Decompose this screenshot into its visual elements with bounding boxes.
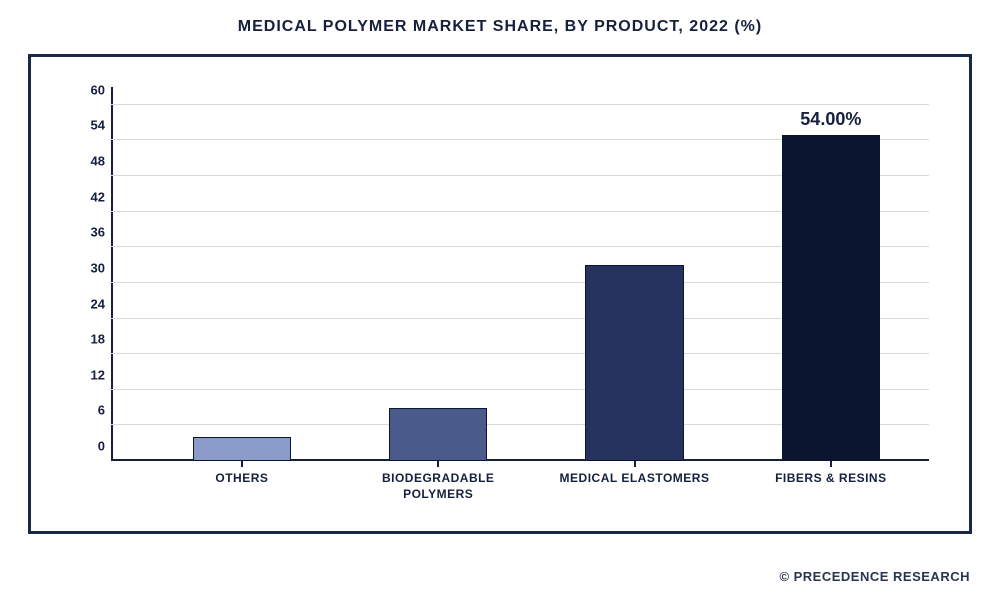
attribution-text: © PRECEDENCE RESEARCH — [779, 569, 970, 584]
bar: 54.00% — [782, 135, 880, 462]
grid-line — [111, 104, 929, 105]
y-tick-label: 30 — [71, 260, 105, 275]
bar — [585, 265, 683, 461]
y-tick-label: 54 — [71, 118, 105, 133]
plot-area: 06121824303642485460OTHERSBIODEGRADABLE … — [111, 87, 929, 461]
y-tick-label: 24 — [71, 296, 105, 311]
chart-title: MEDICAL POLYMER MARKET SHARE, BY PRODUCT… — [28, 18, 972, 36]
bar — [193, 437, 291, 461]
y-tick-label: 6 — [71, 403, 105, 418]
y-tick-label: 48 — [71, 154, 105, 169]
y-tick-label: 42 — [71, 189, 105, 204]
bar-value-label: 54.00% — [800, 109, 861, 130]
y-axis-line — [111, 87, 113, 461]
y-tick-label: 36 — [71, 225, 105, 240]
chart-frame: 0 6 12 18 24 30 36 42 48 54 60 OTHERS BIODEGRADABLE … — [28, 54, 972, 534]
y-tick-label: 12 — [71, 367, 105, 382]
x-tick-label: BIODEGRADABLE POLYMERS — [348, 471, 528, 502]
y-tick-label: 0 — [71, 439, 105, 454]
x-tick-mark — [241, 461, 243, 467]
chart-container: MEDICAL POLYMER MARKET SHARE, BY PRODUCT… — [0, 0, 1000, 594]
x-tick-label: MEDICAL ELASTOMERS — [545, 471, 725, 487]
y-tick-label: 18 — [71, 332, 105, 347]
x-tick-label: OTHERS — [152, 471, 332, 487]
bar — [389, 408, 487, 461]
x-tick-label: FIBERS & RESINS — [741, 471, 921, 487]
x-tick-mark — [634, 461, 636, 467]
x-tick-mark — [437, 461, 439, 467]
y-tick-label: 60 — [71, 82, 105, 97]
x-tick-mark — [830, 461, 832, 467]
